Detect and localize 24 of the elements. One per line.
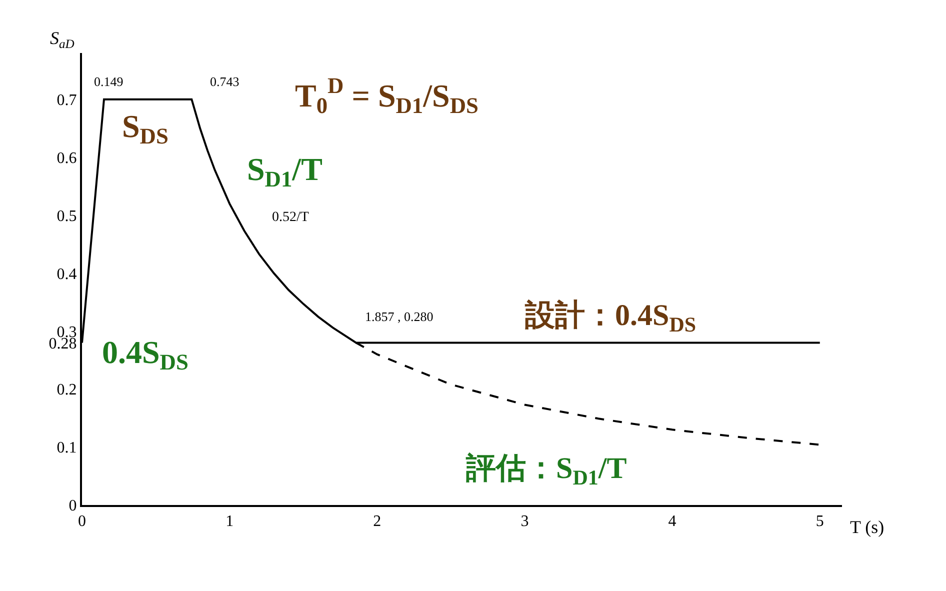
x-tick-label: 5 bbox=[816, 513, 824, 530]
x-axis-title: T (s) bbox=[850, 517, 884, 537]
annotation: 0.52/T bbox=[272, 210, 310, 225]
annotation: 1.857 , 0.280 bbox=[365, 309, 434, 324]
y-tick-label: 0.1 bbox=[56, 440, 77, 457]
annotation: 設計：0.4S$_{DS}$ bbox=[524, 299, 696, 336]
y-tick-label: 0.7 bbox=[56, 92, 77, 109]
y-tick-label: 0.4 bbox=[56, 266, 77, 283]
x-tick-label: 2 bbox=[373, 513, 382, 530]
annotation: S$_{DS}$ bbox=[122, 108, 168, 149]
annotation: 0.743 bbox=[210, 74, 240, 89]
annotation: T$_{0}$$^{D}$ = S$_{D1}$/S$_{DS}$ bbox=[295, 73, 478, 118]
x-tick-label: 1 bbox=[226, 513, 234, 530]
y-tick-label: 0 bbox=[68, 498, 77, 515]
y-tick-label: 0.5 bbox=[56, 208, 77, 225]
y-tick-label: 0.6 bbox=[56, 150, 77, 167]
y-axis-title: S$_{aD}$ bbox=[50, 28, 74, 51]
annotation: S$_{D1}$/T bbox=[247, 151, 322, 192]
annotation: 0.149 bbox=[94, 74, 124, 89]
x-tick-label: 4 bbox=[668, 513, 676, 530]
annotation: 0.4S$_{DS}$ bbox=[102, 334, 188, 375]
y-tick-label: 0.2 bbox=[56, 382, 77, 399]
annotation: 評估：S$_{D1}$/T bbox=[465, 452, 627, 490]
x-tick-label: 3 bbox=[520, 513, 529, 530]
